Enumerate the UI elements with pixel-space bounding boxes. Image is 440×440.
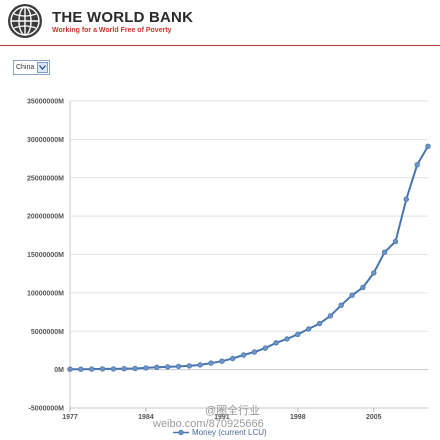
data-point: [316, 320, 323, 327]
header: THE WORLD BANK Working for a World Free …: [0, 0, 440, 46]
country-select[interactable]: China: [13, 60, 51, 75]
data-point: [349, 292, 355, 298]
x-axis: 1977 1984 1991 1998 2005: [62, 408, 382, 421]
data-point: [99, 366, 106, 372]
data-point: [251, 349, 258, 355]
data-point: [306, 326, 312, 332]
data-point: [175, 363, 182, 370]
legend-label: Money (current LCU): [192, 428, 267, 437]
x-tick-label: 2005: [366, 414, 382, 421]
x-tick-label: 1984: [138, 414, 154, 421]
data-point: [132, 365, 138, 372]
data-point: [219, 358, 225, 364]
data-point: [229, 355, 236, 362]
data-point: [403, 196, 409, 202]
data-point: [240, 352, 247, 358]
x-tick-label: 1977: [62, 414, 78, 421]
data-point: [154, 364, 160, 370]
y-tick-label: -5000000M: [29, 406, 65, 413]
data-point: [197, 362, 203, 368]
watermark: @圈全行业 weibo.com/870925666: [153, 405, 264, 431]
y-tick-label: 30000000M: [27, 137, 64, 144]
data-point: [414, 161, 420, 168]
money-line-chart: 35000000M 30000000M 25000000M 20000000M 1500…: [27, 99, 431, 421]
y-tick-label: 0M: [54, 367, 64, 374]
data-point: [110, 366, 117, 372]
watermark-handle: @圈全行业: [205, 405, 261, 417]
data-point: [164, 364, 171, 370]
legend-swatch: [173, 429, 189, 436]
data-point: [273, 340, 279, 346]
data-point: [425, 143, 431, 149]
x-tick-label: 1998: [290, 414, 306, 421]
y-axis: 35000000M 30000000M 25000000M 20000000M 1500…: [27, 99, 64, 413]
data-point: [208, 360, 214, 366]
y-tick-label: 10000000M: [27, 290, 64, 297]
data-point: [88, 366, 95, 372]
data-point: [186, 363, 192, 369]
chart-grid: [69, 100, 428, 409]
series-line: [70, 145, 429, 371]
chart-legend[interactable]: Money (current LCU): [173, 428, 267, 437]
brand-title: THE WORLD BANK: [52, 9, 194, 26]
data-point: [121, 366, 127, 372]
data-point: [392, 238, 399, 245]
watermark-url: weibo.com/870925666: [153, 418, 264, 430]
data-point: [381, 249, 388, 255]
y-tick-label: 25000000M: [27, 175, 64, 182]
y-tick-label: 5000000M: [31, 329, 64, 336]
y-tick-label: 15000000M: [27, 252, 64, 259]
country-select-value: China: [16, 64, 35, 71]
data-point: [143, 365, 149, 371]
x-tick-label: 1991: [214, 414, 230, 421]
data-point: [78, 366, 84, 372]
data-point: [295, 331, 301, 337]
brand-tagline: Working for a World Free of Poverty: [52, 27, 172, 34]
data-point: [371, 270, 377, 276]
y-tick-label: 35000000M: [27, 99, 64, 106]
chart-series: [67, 143, 431, 372]
chevron-down-icon[interactable]: [37, 62, 49, 73]
data-point: [327, 313, 334, 319]
data-point: [360, 284, 366, 291]
data-point: [262, 345, 268, 351]
data-point: [284, 336, 290, 342]
y-tick-label: 20000000M: [27, 214, 64, 221]
data-point: [67, 366, 73, 372]
header-divider: [0, 45, 440, 46]
world-bank-logo[interactable]: [7, 3, 43, 39]
data-point: [338, 302, 344, 308]
